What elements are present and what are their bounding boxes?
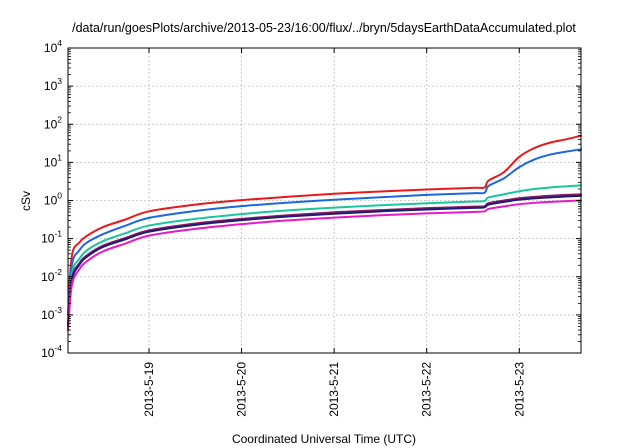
y-tick-label: 10-4 <box>41 343 62 360</box>
chart-title: /data/run/goesPlots/archive/2013-05-23/1… <box>72 21 576 35</box>
series-line-1 <box>67 134 582 316</box>
x-tick-label: 2013-5-20 <box>235 362 249 417</box>
y-tick-label: 103 <box>44 76 62 93</box>
y-tick-label: 100 <box>44 191 62 208</box>
y-tick-label: 10-3 <box>41 305 62 322</box>
y-tick-label: 104 <box>44 38 62 55</box>
y-tick-label: 10-2 <box>41 267 62 284</box>
x-tick-labels: 2013-5-19 2013-5-20 2013-5-21 2013-5-22 2013… <box>142 362 526 417</box>
series-line-4 <box>67 193 582 328</box>
series-line-2 <box>67 148 582 325</box>
series-line-5 <box>67 194 582 328</box>
x-tick-label: 2013-5-21 <box>327 362 341 417</box>
y-tick-label: 102 <box>44 114 62 131</box>
y-tick-label: 101 <box>44 152 62 169</box>
series-group <box>67 134 582 332</box>
series-line-6 <box>67 199 582 332</box>
x-tick-label: 2013-5-19 <box>142 362 156 417</box>
series-line-3 <box>67 184 582 328</box>
x-tick-label: 2013-5-23 <box>512 362 526 417</box>
y-tick-label: 10-1 <box>41 229 62 246</box>
x-axis-label: Coordinated Universal Time (UTC) <box>232 432 416 446</box>
x-tick-label: 2013-5-22 <box>420 362 434 417</box>
ticks <box>68 47 581 354</box>
y-axis-label: cSv <box>19 191 33 211</box>
y-tick-labels: 10-4 10-3 10-2 10-1 100 101 102 103 104 <box>41 38 62 360</box>
